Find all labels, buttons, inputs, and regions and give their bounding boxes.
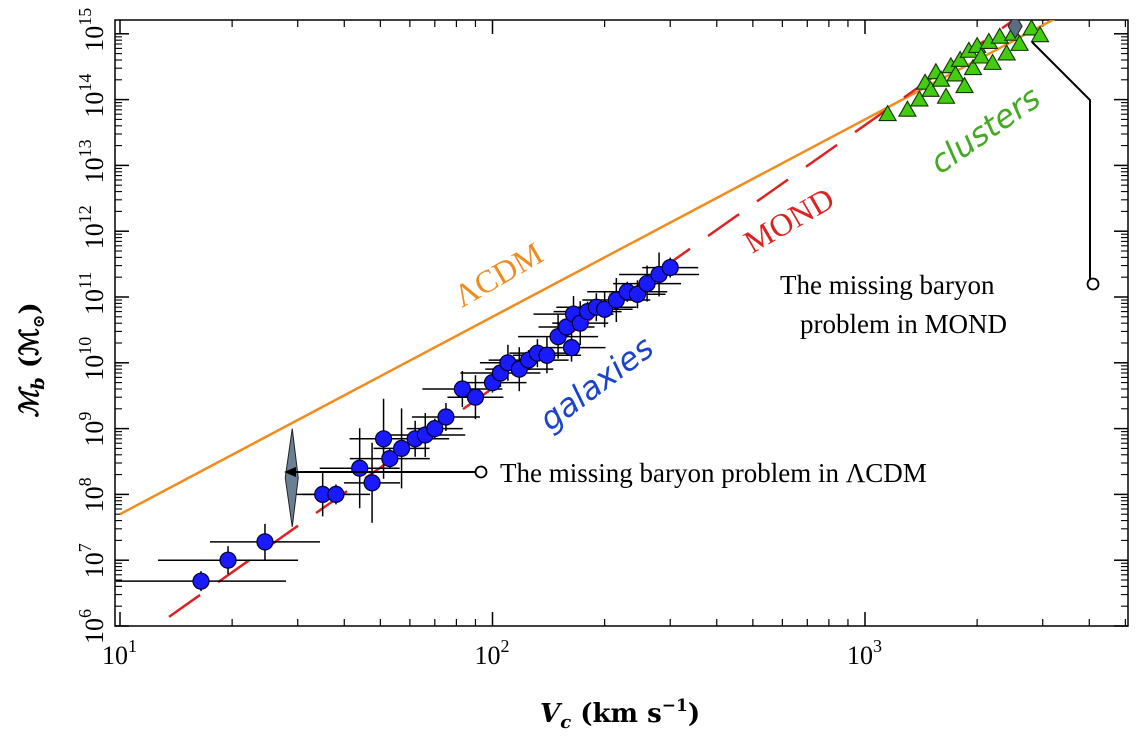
cluster-point — [909, 89, 929, 107]
cluster-point — [963, 58, 983, 76]
mond-missing-baryon-diamond — [1007, 20, 1023, 40]
cluster-point — [990, 27, 1010, 44]
lcdm-annotation-text: The missing baryon problem in ΛCDM — [500, 458, 927, 488]
cluster-points — [878, 20, 1050, 122]
cluster-point — [1022, 20, 1042, 36]
galaxy-point — [466, 388, 485, 406]
galaxy-point — [219, 551, 237, 569]
y-tick-label: 1011 — [75, 272, 109, 315]
x-axis-label: Vc (km s−1) — [540, 696, 700, 733]
galaxies-label: galaxies — [532, 328, 661, 438]
lcdm-missing-baryon-diamond — [284, 428, 299, 528]
cluster-point — [1010, 34, 1030, 51]
y-tick-label: 106 — [75, 609, 109, 644]
lcdm-annotation-arrow — [284, 465, 488, 479]
clusters-label: clusters — [923, 78, 1048, 181]
y-tick-label: 1015 — [75, 8, 109, 52]
cluster-point — [971, 47, 991, 64]
x-tick-label: 102 — [475, 636, 510, 670]
galaxy-point — [363, 474, 381, 492]
galaxy-point — [562, 339, 581, 357]
cluster-point — [950, 50, 970, 67]
galaxy-point — [327, 485, 345, 503]
cluster-point — [946, 64, 965, 82]
cluster-point — [1030, 25, 1050, 43]
galaxy-point — [453, 380, 471, 398]
galaxy-point — [392, 439, 411, 458]
galaxy-points — [192, 258, 679, 590]
cluster-point — [921, 80, 941, 97]
galaxy-point — [596, 300, 614, 318]
galaxy-point — [381, 450, 399, 468]
galaxy-point — [628, 285, 647, 303]
x-tick-label: 103 — [847, 636, 882, 670]
lcdm-line-label: ΛCDM — [448, 235, 549, 314]
cluster-point — [878, 104, 898, 122]
mond-annotation-arrow — [1031, 41, 1100, 291]
galaxy-point — [351, 459, 369, 477]
y-tick-label: 107 — [75, 543, 109, 578]
mond-annotation-line1: The missing baryon — [780, 270, 995, 300]
galaxy-point — [661, 258, 679, 277]
galaxy-point — [374, 430, 393, 448]
y-axis-ticks: 106 107 108 109 1010 1011 1012 1013 1014 1015 — [75, 8, 1128, 644]
y-tick-label: 1013 — [75, 139, 109, 183]
cluster-point — [931, 70, 951, 87]
y-tick-label: 1010 — [75, 337, 109, 381]
cluster-point — [897, 100, 917, 117]
x-axis-ticks: 101 102 103 — [102, 20, 1126, 670]
y-tick-label: 108 — [75, 477, 109, 512]
y-axis-label: ℳb (ℳ⊙) — [15, 302, 49, 417]
cluster-point — [983, 53, 1003, 70]
galaxy-point — [538, 346, 556, 364]
galaxy-point — [437, 408, 455, 426]
galaxy-point — [638, 274, 656, 293]
mond-annotation-line2: problem in MOND — [800, 309, 1007, 339]
mond-line-label: MOND — [738, 180, 841, 260]
cluster-point — [997, 43, 1017, 61]
galaxy-point — [256, 533, 274, 551]
y-tick-label: 109 — [75, 412, 109, 447]
y-tick-label: 1014 — [75, 74, 109, 118]
cluster-point — [936, 87, 956, 104]
lcdm-line — [119, 20, 1056, 516]
x-tick-label: 101 — [102, 636, 137, 670]
galaxy-point — [426, 420, 444, 438]
cluster-point — [955, 76, 974, 94]
galaxy-point — [192, 572, 210, 590]
y-tick-label: 1012 — [75, 205, 109, 249]
